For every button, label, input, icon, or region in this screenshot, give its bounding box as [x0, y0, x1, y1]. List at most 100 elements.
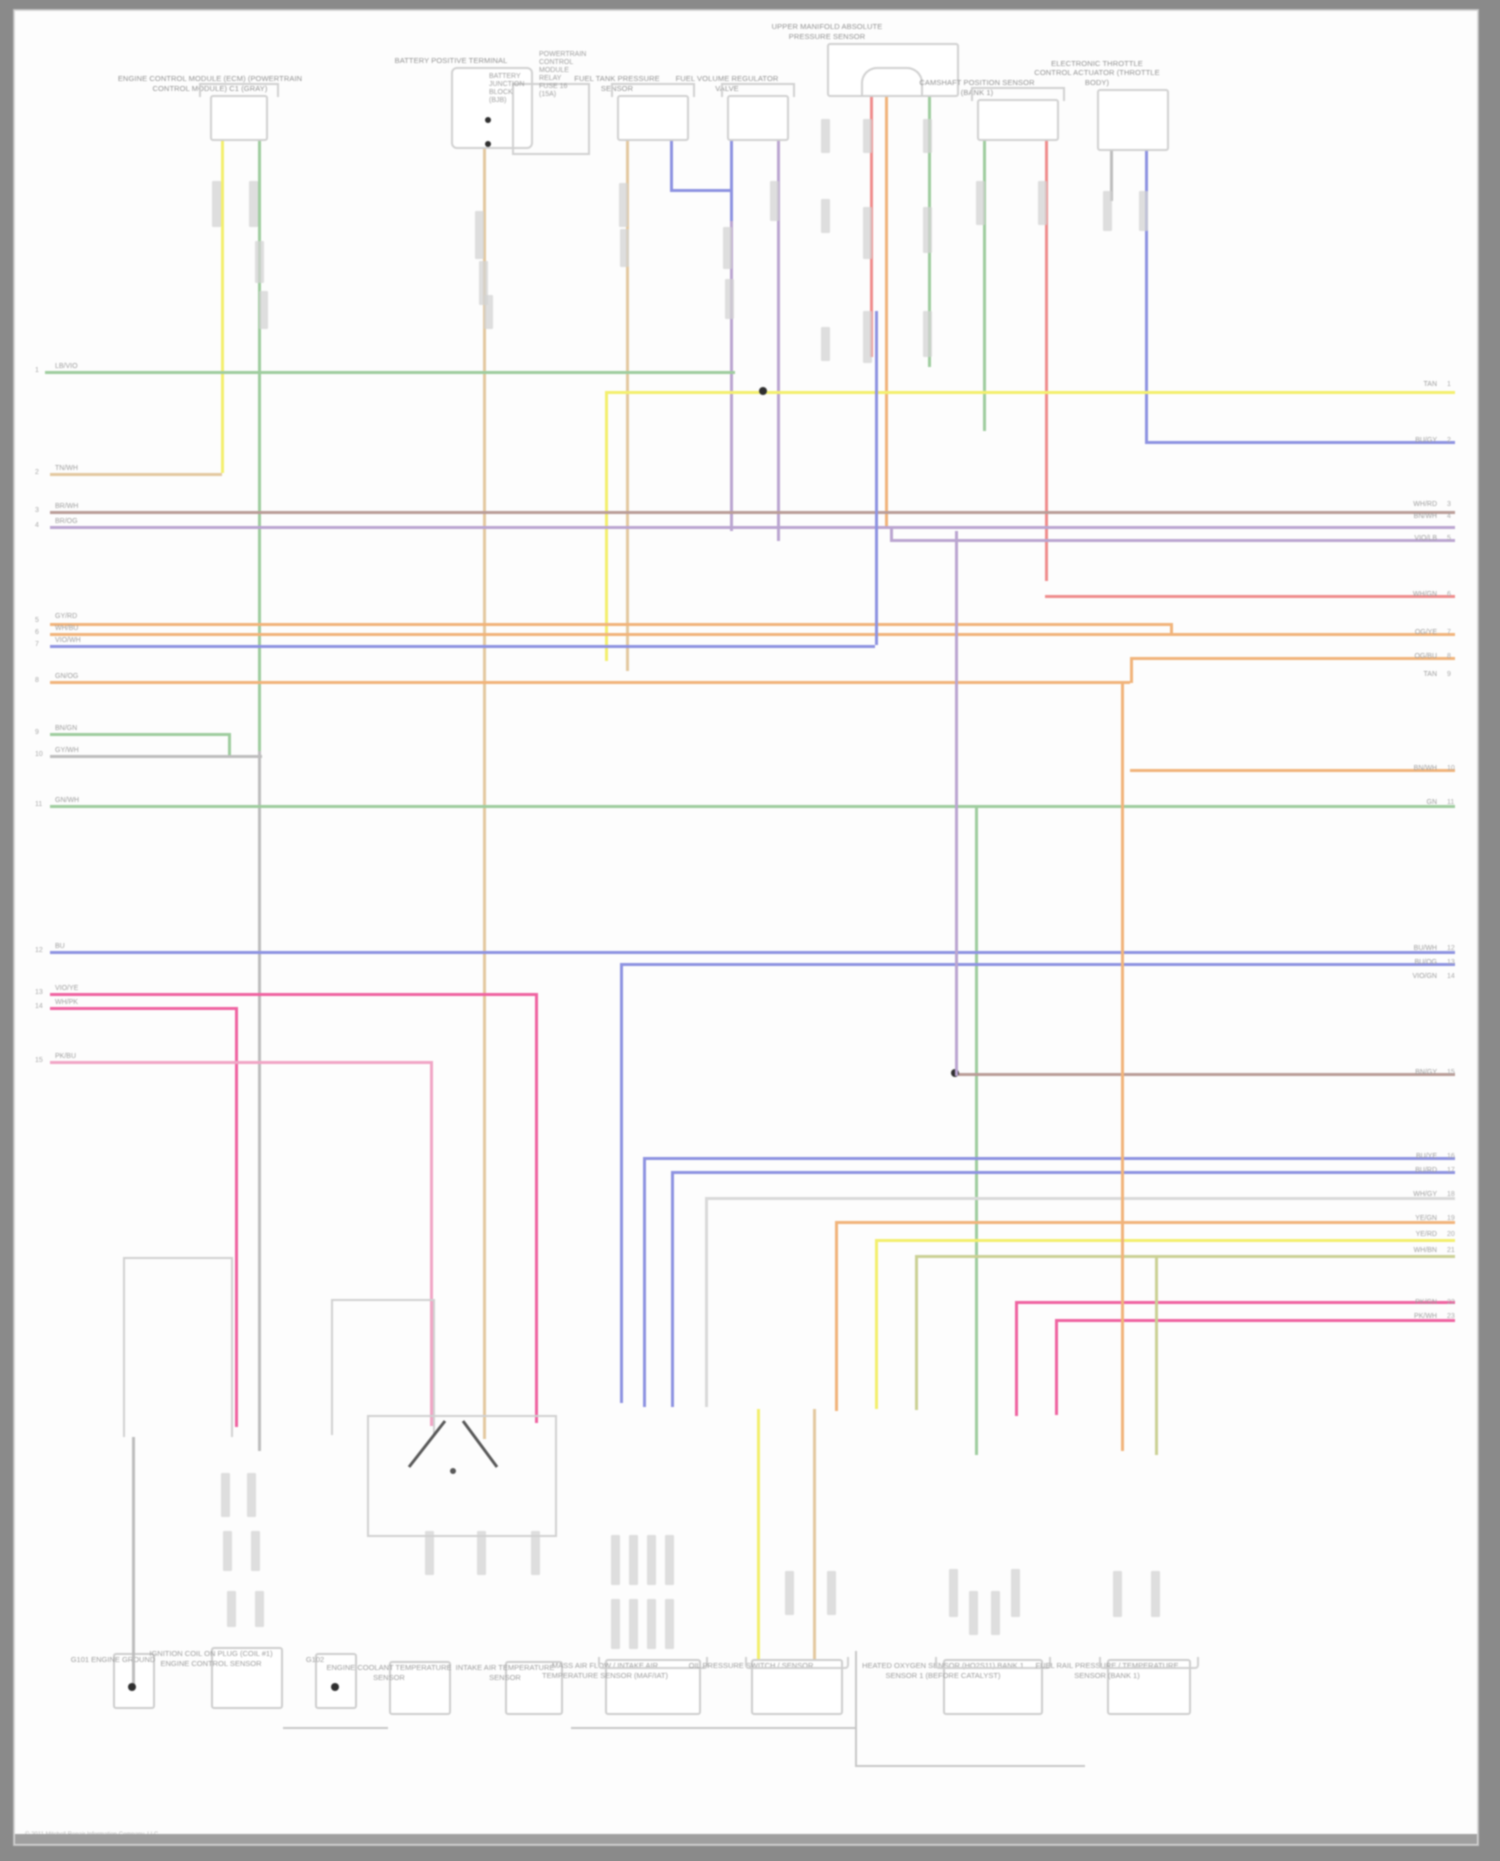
bus-red-1 [1045, 595, 1455, 598]
right-pin-label: WH/GY [1413, 1191, 1437, 1198]
left-pin-number: 12 [35, 947, 43, 954]
ho2s-connector-shell [935, 1657, 1051, 1669]
bus-orange-3 [50, 681, 1130, 684]
wire-yellow-ops [757, 1409, 760, 1659]
left-pin-label: BR/WH [55, 503, 79, 510]
component-box [315, 1653, 357, 1709]
wire-purple-c4 [730, 221, 733, 531]
bus-pink-3 [1015, 1301, 1455, 1304]
bus-yellow-2 [875, 1239, 1455, 1242]
component-box [211, 1647, 283, 1709]
right-pin-number: 23 [1447, 1313, 1455, 1320]
ground-dot-g102 [331, 1683, 339, 1691]
wire-tag [620, 229, 629, 267]
right-pin-number: 3 [1447, 501, 1451, 508]
right-pin-label: OG/BU [1414, 653, 1437, 660]
left-pin-number: 14 [35, 1003, 43, 1010]
left-pin-label: VIO/YE [55, 985, 79, 992]
wire-tag [1103, 191, 1112, 231]
right-pin-label: VIO/GN [1412, 973, 1437, 980]
left-pin-number: 9 [35, 729, 39, 736]
bus-purple-1 [50, 526, 1455, 529]
right-pin-number: 9 [1447, 671, 1451, 678]
connector-body [727, 95, 789, 141]
wire-tag [212, 181, 221, 227]
right-pin-label: BN/WH [1413, 513, 1437, 520]
connector-title: FUEL TANK PRESSURE SENSOR [574, 74, 660, 93]
component-caption: G101 ENGINE GROUND [70, 1655, 156, 1664]
connector-body [210, 95, 268, 141]
wire-tag [223, 1531, 232, 1571]
right-pin-number: 10 [1447, 765, 1455, 772]
left-pin-label: BU [55, 943, 65, 950]
connector-body [451, 67, 533, 149]
wire-tag [1113, 1571, 1122, 1617]
right-pin-label: OG/YE [1414, 629, 1437, 636]
wire-tag [484, 295, 493, 329]
wire-gray-c7 [1110, 151, 1113, 201]
wire-tag [259, 291, 268, 329]
wire-tag [723, 227, 732, 269]
bus-pink-4-drop [1055, 1319, 1058, 1415]
wire-tag [1011, 1569, 1020, 1617]
wire-blue-c3-jog [670, 189, 730, 192]
ground-loop-frame-left [123, 1257, 233, 1437]
connector-body [827, 43, 959, 97]
left-pin-number: 15 [35, 1057, 43, 1064]
bus-pink-1-drop [535, 993, 538, 1423]
right-pin-number: 17 [1447, 1167, 1455, 1174]
left-pin-number: 5 [35, 617, 39, 624]
bus-purple-2-riser [890, 526, 893, 540]
bus-green-4 [975, 805, 1455, 808]
right-pin-label: PK/GN [1415, 1299, 1437, 1306]
bjb-inner-frame [512, 83, 590, 155]
component-caption: MASS AIR FLOW / INTAKE AIR TEMPERATURE S… [542, 1661, 668, 1680]
right-pin-label: PK/WH [1414, 1313, 1437, 1320]
wire-blue-c3 [670, 141, 673, 189]
wire-tag [477, 1531, 486, 1575]
right-pin-number: 18 [1447, 1191, 1455, 1198]
left-pin-number: 8 [35, 677, 39, 684]
bus-orange-5 [1130, 769, 1455, 772]
right-pin-label: WH/GN [1412, 591, 1437, 598]
left-pin-number: 6 [35, 629, 39, 636]
bus-gray-1 [50, 755, 262, 758]
wire-tag [969, 1591, 978, 1635]
connector-body [1097, 89, 1169, 151]
wire-gray-c1 [258, 751, 261, 1451]
wire-tag [725, 279, 734, 319]
wire-tag [647, 1535, 656, 1585]
right-pin-label: WH/BN [1413, 1247, 1437, 1254]
right-pin-number: 5 [1447, 535, 1451, 542]
bus-orange-2 [50, 633, 1455, 636]
bus-pink-2-drop [235, 1007, 238, 1427]
bus-orange-4 [1130, 657, 1455, 660]
wire-green-c1 [258, 141, 261, 811]
diagram-canvas: ENGINE CONTROL MODULE (ECM) (POWERTRAIN … [15, 11, 1477, 1844]
right-pin-number: 19 [1447, 1215, 1455, 1222]
splice-dot [485, 117, 491, 123]
pcm-relay-fuse-text: POWERTRAIN CONTROL MODULE RELAY FUSE 16 … [539, 51, 587, 98]
wire-tag [247, 1473, 256, 1517]
splice-dot [485, 141, 491, 147]
bus-green-1 [45, 371, 735, 374]
bus-white-1-drop [705, 1197, 708, 1407]
right-pin-label: TAN [1423, 381, 1437, 388]
wire-tag [770, 181, 779, 221]
bus-blue-5-drop [643, 1157, 646, 1407]
right-pin-number: 6 [1447, 591, 1451, 598]
connector-title: BATTERY POSITIVE TERMINAL [394, 55, 508, 65]
sensor-group-links [407, 1420, 499, 1474]
bus-green-2-drop [228, 733, 231, 755]
wire-tan-c2 [483, 149, 486, 1439]
bus-blue-3 [50, 951, 1455, 954]
right-pin-number: 21 [1447, 1247, 1455, 1254]
right-pin-number: 7 [1447, 629, 1451, 636]
wire-tag [976, 181, 985, 225]
left-pin-number: 7 [35, 641, 39, 648]
left-pin-label: WH/BU [55, 625, 79, 632]
bus-orange-1 [50, 623, 1170, 626]
ops-connector-shell [745, 1657, 849, 1669]
right-pin-number: 22 [1447, 1299, 1455, 1306]
right-pin-label: BU/YE [1415, 1153, 1437, 1160]
